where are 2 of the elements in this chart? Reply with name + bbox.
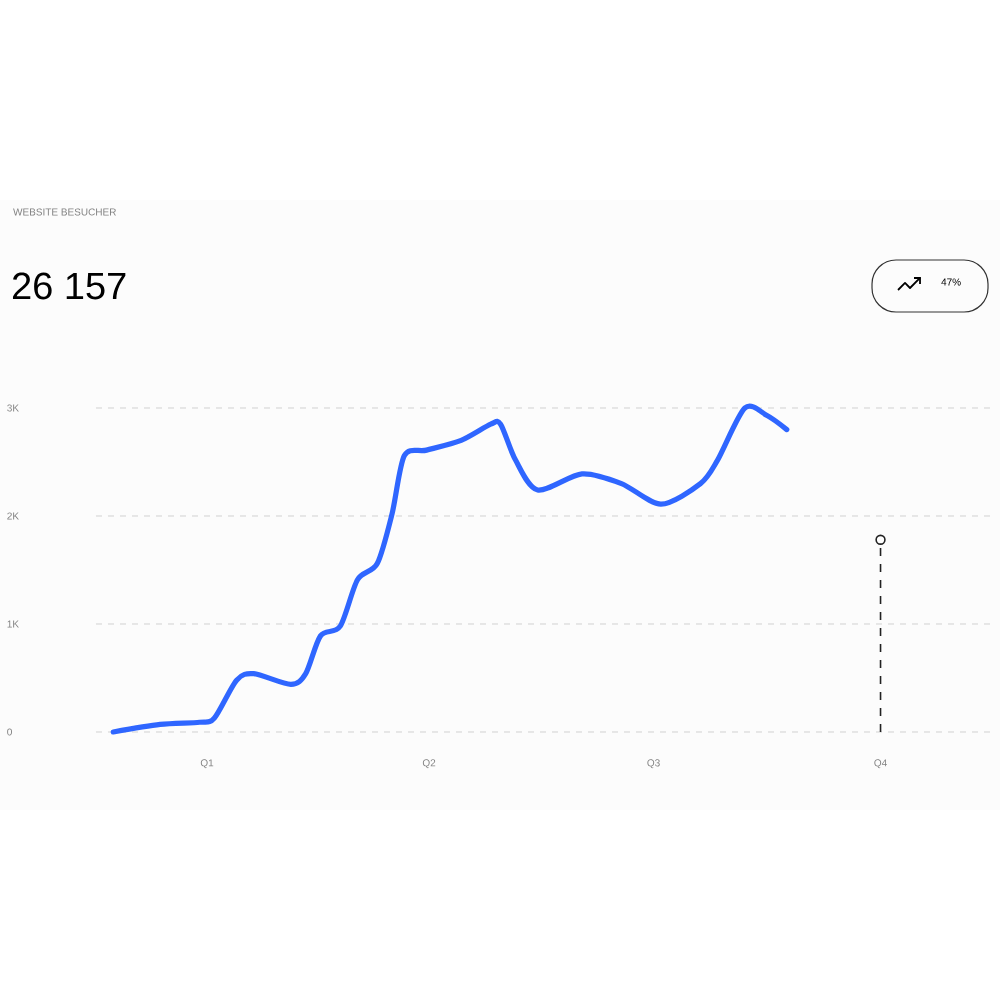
chart-subtitle: 26 157	[12, 272, 126, 300]
line-series	[110, 404, 790, 735]
